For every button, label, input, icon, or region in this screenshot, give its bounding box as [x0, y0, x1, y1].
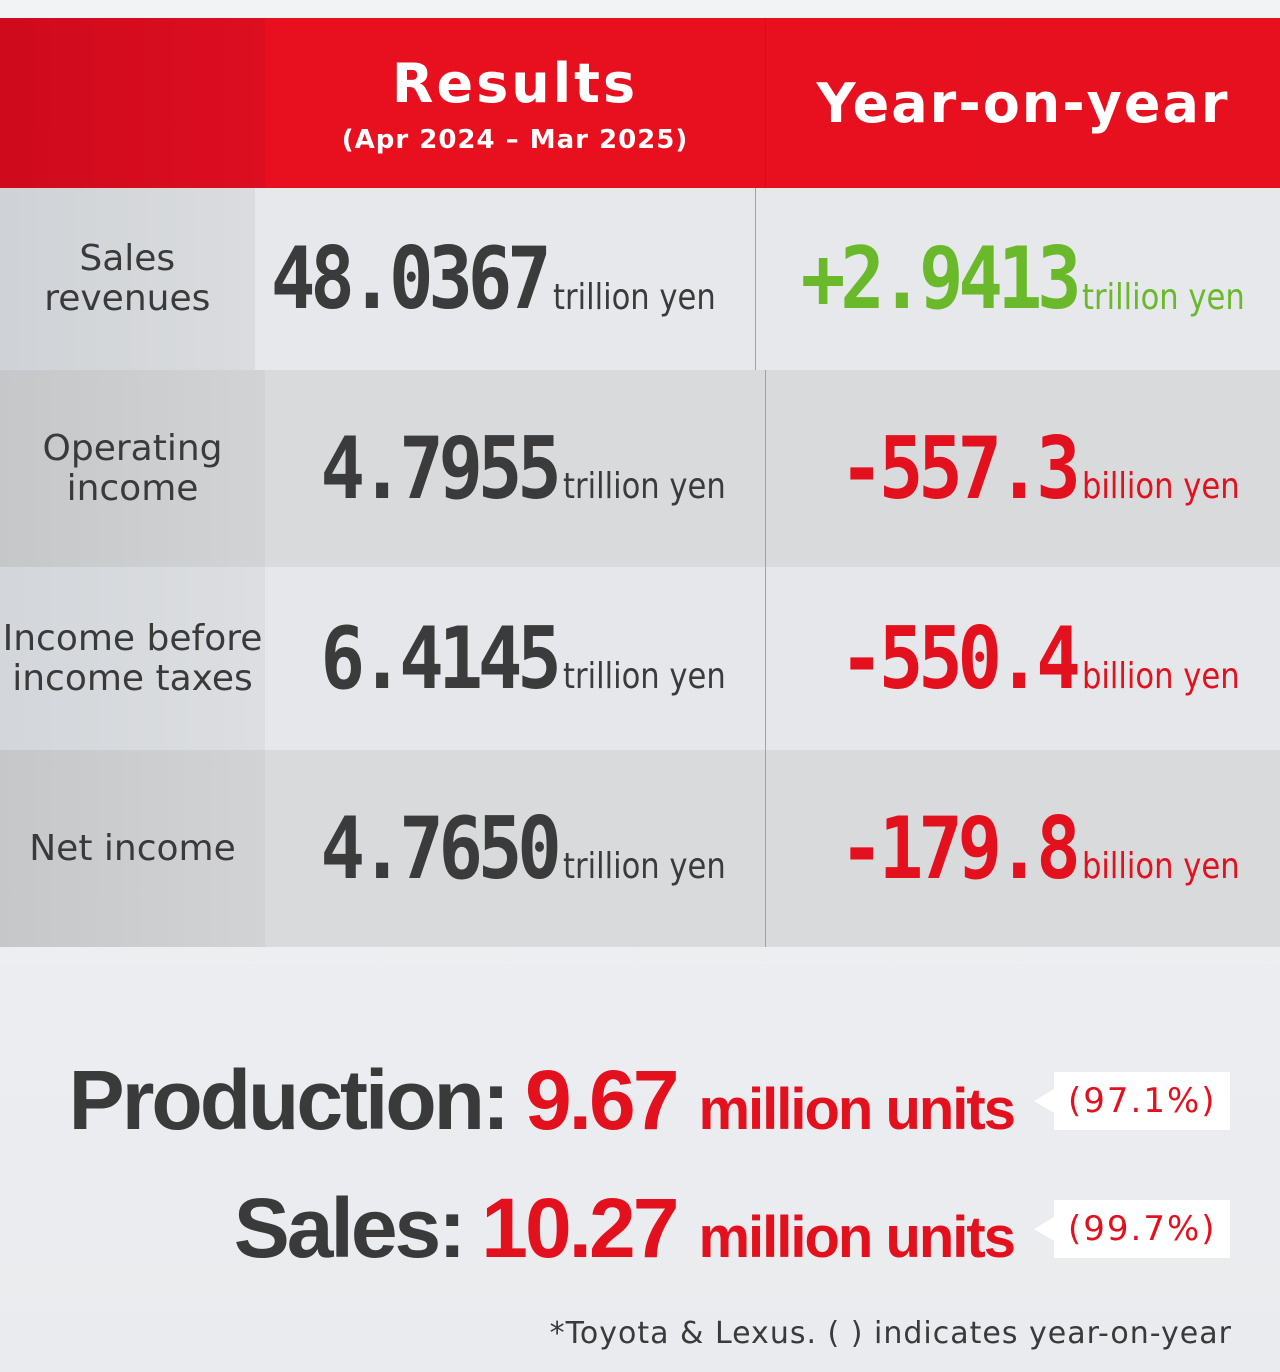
table-header: Results (Apr 2024 – Mar 2025) Year-on-ye…	[0, 18, 1280, 188]
yoy-value: -557.3	[839, 418, 1081, 519]
table-row-net-income: Net income 4.7650 trillion yen -179.8 bi…	[0, 750, 1280, 947]
yoy-value: -550.4	[839, 608, 1081, 709]
yoy-unit: trillion yen	[1082, 276, 1245, 318]
result-cell: 4.7955 trillion yen	[265, 370, 765, 567]
result-value: 4.7650	[320, 798, 562, 899]
header-results-cell: Results (Apr 2024 – Mar 2025)	[265, 18, 765, 188]
footnote: *Toyota & Lexus. ( ) indicates year-on-y…	[549, 1316, 1232, 1351]
row-label: Net income	[0, 750, 265, 947]
result-unit: trillion yen	[563, 466, 726, 507]
yoy-value: +2.9413	[800, 229, 1081, 329]
yoy-unit: billion yen	[1082, 656, 1240, 697]
table-row-income-before-taxes: Income before income taxes 6.4145 trilli…	[0, 567, 1280, 750]
yoy-unit: billion yen	[1082, 846, 1240, 887]
result-cell: 48.0367 trillion yen	[254, 188, 755, 370]
result-value: 4.7955	[320, 418, 562, 519]
row-label: Operating income	[0, 370, 265, 567]
sales-label: Sales:	[233, 1181, 466, 1275]
row-label: Income before income taxes	[0, 567, 265, 750]
row-label: Sales revenues	[0, 188, 255, 370]
results-title: Results	[391, 52, 639, 115]
table-row-sales-revenues: Sales revenues 48.0367 trillion yen +2.9…	[0, 188, 1280, 370]
production-label: Production:	[68, 1053, 510, 1147]
result-cell: 4.7650 trillion yen	[265, 750, 765, 947]
production-value: 9.67	[524, 1053, 679, 1147]
result-unit: trillion yen	[563, 656, 726, 697]
header-blank-cell	[0, 18, 265, 188]
sales-unit: million units	[698, 1205, 1016, 1270]
result-cell: 6.4145 trillion yen	[265, 567, 765, 750]
yoy-cell: -550.4 billion yen	[765, 567, 1280, 750]
yoy-cell: -179.8 billion yen	[765, 750, 1280, 947]
sales-yoy-badge: (99.7%)	[1034, 1199, 1230, 1258]
result-unit: trillion yen	[563, 846, 726, 887]
financial-results-table: Results (Apr 2024 – Mar 2025) Year-on-ye…	[0, 18, 1280, 947]
result-value: 48.0367	[270, 229, 552, 329]
result-unit: trillion yen	[552, 276, 716, 318]
sales-value: 10.27	[481, 1181, 679, 1275]
result-value: 6.4145	[320, 608, 562, 709]
production-stat: Production: 9.67 million units (97.1%)	[69, 1052, 1230, 1149]
yoy-title: Year-on-year	[765, 18, 1280, 188]
production-yoy-badge: (97.1%)	[1034, 1071, 1230, 1130]
production-unit: million units	[698, 1077, 1016, 1142]
table-row-operating-income: Operating income 4.7955 trillion yen -55…	[0, 370, 1280, 567]
yoy-unit: billion yen	[1082, 466, 1240, 507]
yoy-cell: +2.9413 trillion yen	[754, 188, 1280, 370]
yoy-cell: -557.3 billion yen	[765, 370, 1280, 567]
yoy-value: -179.8	[839, 798, 1081, 899]
sales-stat: Sales: 10.27 million units (99.7%)	[234, 1180, 1230, 1277]
results-period: (Apr 2024 – Mar 2025)	[341, 125, 689, 155]
